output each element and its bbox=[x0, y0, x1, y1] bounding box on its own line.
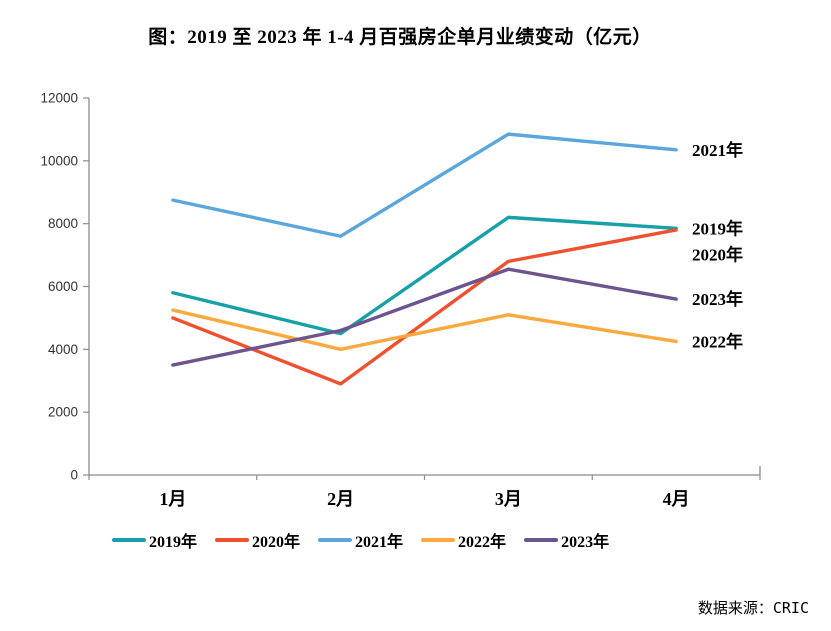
legend-label: 2021年 bbox=[355, 534, 404, 551]
series-end-label: 2020年 bbox=[692, 244, 743, 264]
y-axis-label: 0 bbox=[70, 468, 78, 483]
series-line-2022年 bbox=[171, 308, 678, 352]
series-end-label: 2019年 bbox=[692, 218, 743, 238]
y-axis-label: 2000 bbox=[48, 405, 78, 420]
series-line-2023年 bbox=[171, 267, 678, 367]
x-axis-label: 3月 bbox=[495, 489, 522, 509]
legend-item-2023年: 2023年 bbox=[524, 528, 609, 552]
legend-label: 2019年 bbox=[149, 534, 198, 551]
series-end-label: 2021年 bbox=[692, 140, 743, 160]
legend-item-2021年: 2021年 bbox=[318, 528, 403, 552]
x-axis-label: 2月 bbox=[327, 489, 354, 509]
y-axis-label: 10000 bbox=[40, 153, 78, 168]
legend-line-swatch bbox=[524, 538, 559, 542]
series-line-2019年 bbox=[171, 215, 678, 336]
legend-label: 2023年 bbox=[561, 534, 610, 551]
y-axis-label: 12000 bbox=[40, 91, 78, 106]
x-axis-label: 4月 bbox=[663, 489, 690, 509]
legend-line-swatch bbox=[112, 538, 146, 542]
y-axis-label: 6000 bbox=[48, 279, 78, 294]
legend-item-2020年: 2020年 bbox=[215, 528, 300, 552]
series-end-label: 2022年 bbox=[692, 331, 743, 351]
legend-item-2022年: 2022年 bbox=[421, 528, 506, 552]
series-line-2020年 bbox=[171, 228, 678, 386]
legend-label: 2020年 bbox=[252, 534, 301, 551]
chart-title: 图：2019 至 2023 年 1-4 月百强房企单月业绩变动（亿元） bbox=[148, 27, 652, 48]
series-end-label: 2023年 bbox=[692, 289, 743, 309]
source-note: 数据来源：CRIC bbox=[697, 599, 809, 617]
legend-label: 2022年 bbox=[458, 534, 507, 551]
legend-line-swatch bbox=[215, 538, 250, 542]
y-axis-label: 4000 bbox=[48, 342, 78, 357]
legend-line-swatch bbox=[318, 538, 353, 542]
legend-item-2019年: 2019年 bbox=[112, 528, 197, 552]
series-line-2021年 bbox=[171, 132, 678, 238]
y-axis-label: 8000 bbox=[48, 216, 78, 231]
x-axis-label: 1月 bbox=[159, 489, 186, 509]
legend: 2019年 2020年 2021年 2022年 2023年 bbox=[112, 528, 609, 552]
legend-line-swatch bbox=[421, 538, 456, 542]
